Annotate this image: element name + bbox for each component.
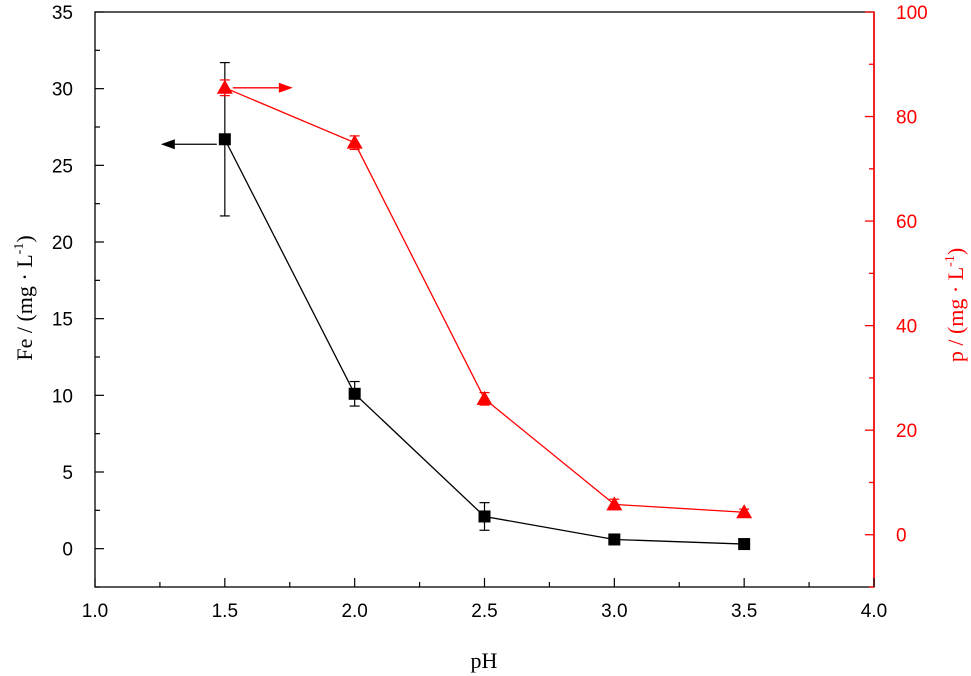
y-right-tick-label: 100	[896, 3, 928, 24]
y-right-tick-label: 60	[896, 212, 917, 233]
data-point-fe	[348, 387, 361, 400]
data-point-p	[736, 504, 753, 519]
y-left-tick-label: 5	[62, 463, 73, 484]
y-right-tick-label: 40	[896, 317, 917, 338]
x-tick-label: 2.0	[341, 601, 367, 622]
y-right-tick-label: 20	[896, 421, 917, 442]
data-point-p	[606, 496, 623, 511]
y-left-tick-label: 30	[52, 80, 73, 101]
y-left-tick-label: 0	[62, 540, 73, 561]
y-left-tick-label: 35	[52, 3, 73, 24]
series-p	[216, 79, 753, 519]
x-tick-label: 3.5	[731, 601, 757, 622]
data-point-fe	[478, 510, 491, 523]
series-layer	[216, 61, 753, 551]
x-axis-title: pH	[471, 648, 498, 673]
axis-indicator-arrows	[160, 82, 293, 150]
y-left-tick-label: 10	[52, 386, 73, 407]
y-left-tick-label: 25	[52, 156, 73, 177]
y-left-tick-label: 15	[52, 310, 73, 331]
y-left-tick-label: 20	[52, 233, 73, 254]
series-line-fe	[224, 138, 745, 545]
x-tick-label: 1.5	[212, 601, 238, 622]
x-tick-label: 3.0	[601, 601, 627, 622]
data-point-p	[216, 79, 233, 94]
series-line-p	[224, 87, 745, 513]
data-point-p	[346, 134, 363, 149]
fe-axis-arrow-head	[160, 139, 175, 150]
x-tick-label: 4.0	[861, 601, 887, 622]
plot-frame	[94, 11, 875, 588]
left-y-axis: 0 5 10 15 20 25 30 35	[52, 3, 104, 588]
y-right-tick-label: 0	[896, 526, 907, 547]
y-right-tick-label: 80	[896, 108, 917, 129]
series-fe	[218, 61, 751, 551]
right-y-axis-title: p / (mg · L-1)	[943, 248, 968, 362]
x-tick-label: 2.5	[471, 601, 497, 622]
p-axis-arrow-head	[278, 82, 293, 93]
data-point-fe	[218, 133, 231, 146]
data-point-p	[476, 390, 493, 405]
x-axis: 1.0 1.5 2.0 2.5 3.0 3.5 4.0	[82, 578, 887, 622]
data-point-fe	[738, 538, 751, 551]
left-y-axis-title: Fe / (mg · L-1)	[12, 235, 37, 360]
data-point-fe	[608, 533, 621, 546]
right-y-axis: 0 20 40 60 80 100	[865, 3, 928, 588]
x-tick-label: 1.0	[82, 601, 108, 622]
